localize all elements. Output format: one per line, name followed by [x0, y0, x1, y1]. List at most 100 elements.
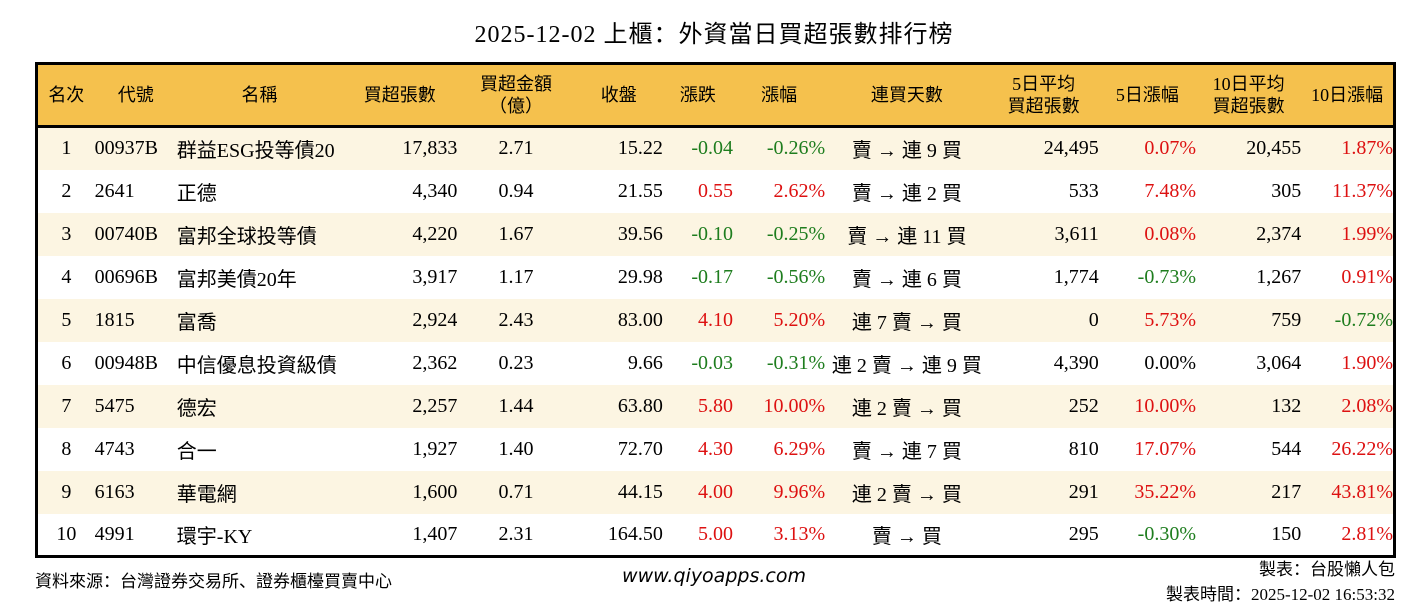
cell-net_buy: 3,917: [412, 265, 458, 288]
cell-name: 正德: [176, 182, 217, 205]
cell-streak: 連 2 賣 → 買: [851, 397, 962, 420]
col-header-name: 名稱: [176, 63, 343, 128]
cell-pct10: 11.37%: [1332, 179, 1393, 202]
col-header-pct10: 10日漲幅: [1301, 63, 1395, 128]
cell-streak: 連 2 賣 → 連 9 買: [831, 354, 982, 377]
cell-avg5: 810: [1068, 437, 1099, 460]
cell-avg10: 305: [1271, 179, 1302, 202]
cell-change: 5.00: [697, 522, 733, 545]
cell-close: 44.15: [617, 480, 663, 503]
table-row: 4 00696B 富邦美債20年 3,917 1.17 29.98 -0.17 -0.56% 賣…: [36, 255, 1395, 299]
cell-rank: 3: [61, 222, 72, 245]
cell-avg10: 2,374: [1256, 222, 1302, 245]
cell-avg5: 533: [1068, 179, 1099, 202]
cell-name: 德宏: [176, 397, 217, 420]
cell-avg10: 217: [1271, 480, 1302, 503]
cell-close: 29.98: [617, 265, 663, 288]
table-row: 3 00740B 富邦全球投等債 4,220 1.67 39.56 -0.10 -0.25% 賣…: [36, 212, 1395, 256]
col-header-change_pct: 漲幅: [732, 63, 826, 128]
cell-change: 0.55: [697, 179, 733, 202]
cell-close: 21.55: [617, 179, 663, 202]
cell-change_pct: 5.20%: [773, 308, 826, 331]
cell-net_buy: 1,927: [412, 437, 458, 460]
footer-website: www.qiyoapps.com: [622, 565, 806, 587]
cell-avg5: 1,774: [1053, 265, 1099, 288]
cell-net_buy: 2,362: [412, 351, 458, 374]
cell-net_buy: 2,924: [412, 308, 458, 331]
cell-close: 39.56: [617, 222, 663, 245]
footer-credits: 製表：台股懶人包 製表時間：2025-12-02 16:53:32: [1166, 558, 1395, 607]
cell-code: 2641: [94, 179, 135, 202]
cell-rank: 9: [61, 480, 72, 503]
cell-amount: 0.94: [498, 179, 534, 202]
cell-amount: 2.71: [498, 137, 534, 160]
cell-amount: 1.44: [498, 394, 534, 417]
cell-change_pct: 6.29%: [773, 437, 826, 460]
cell-change_pct: 10.00%: [763, 394, 826, 417]
cell-amount: 1.40: [498, 437, 534, 460]
table-row: 1 00937B 群益ESG投等債20 17,833 2.71 15.22 -0.04 -0.…: [36, 126, 1395, 170]
cell-rank: 4: [61, 265, 72, 288]
cell-pct5: 10.00%: [1134, 394, 1196, 417]
table-row: 2 2641 正德 4,340 0.94 21.55 0.55 2.62% 賣 → 連 2 買 5…: [36, 169, 1395, 213]
cell-pct5: 0.07%: [1144, 137, 1196, 160]
cell-avg5: 4,390: [1053, 351, 1099, 374]
cell-net_buy: 17,833: [402, 137, 458, 160]
cell-streak: 連 7 賣 → 買: [851, 311, 962, 334]
cell-amount: 2.43: [498, 308, 534, 331]
cell-avg5: 24,495: [1043, 137, 1099, 160]
cell-pct10: 43.81%: [1331, 480, 1393, 503]
footer-made-at: 製表時間：2025-12-02 16:53:32: [1165, 584, 1395, 604]
cell-close: 9.66: [627, 351, 663, 374]
cell-pct10: 0.91%: [1341, 265, 1393, 288]
cell-avg10: 544: [1271, 437, 1302, 460]
cell-change_pct: 9.96%: [773, 480, 826, 503]
table-header: 名次 代號 名稱 買超張數 買超金額 （億） 收盤 漲跌 漲幅 連買天數 5日平均 買超張數 5日漲…: [36, 63, 1395, 128]
cell-streak: 連 2 賣 → 買: [851, 483, 962, 506]
cell-change: -0.03: [691, 351, 733, 374]
cell-avg10: 1,267: [1256, 265, 1302, 288]
footer-data-source: 資料來源：台灣證券交易所、證券櫃檯買賣中心: [35, 572, 392, 591]
cell-rank: 1: [61, 137, 72, 160]
cell-avg5: 3,611: [1054, 222, 1099, 245]
cell-pct5: 0.08%: [1144, 222, 1196, 245]
cell-pct5: 5.73%: [1144, 308, 1196, 331]
page-title: 2025-12-02 上櫃：外資當日買超張數排行榜: [474, 22, 954, 48]
col-header-avg5: 5日平均 買超張數: [988, 63, 1099, 128]
cell-pct5: -0.30%: [1137, 522, 1196, 545]
cell-close: 72.70: [617, 437, 663, 460]
cell-pct10: 2.81%: [1341, 522, 1393, 545]
col-header-streak: 連買天數: [825, 63, 989, 128]
col-header-net_buy: 買超張數: [342, 63, 458, 128]
header-row: 名次 代號 名稱 買超張數 買超金額 （億） 收盤 漲跌 漲幅 連買天數 5日平均 買超張數 5日漲…: [36, 63, 1395, 128]
table-row: 5 1815 富喬 2,924 2.43 83.00 4.10 5.20% 連 7 賣 → 買 0…: [36, 298, 1395, 342]
cell-avg5: 0: [1088, 308, 1099, 331]
cell-change: 4.00: [697, 480, 733, 503]
cell-name: 群益ESG投等債20: [176, 140, 335, 163]
cell-streak: 賣 → 連 6 買: [851, 268, 962, 291]
cell-amount: 1.67: [498, 222, 534, 245]
table-body: 1 00937B 群益ESG投等債20 17,833 2.71 15.22 -0.04 -0.…: [36, 126, 1395, 557]
col-header-avg10: 10日平均 買超張數: [1195, 63, 1302, 128]
col-header-close: 收盤: [574, 63, 663, 128]
cell-name: 富邦美債20年: [176, 268, 297, 291]
cell-rank: 6: [61, 351, 72, 374]
cell-rank: 10: [56, 522, 77, 545]
cell-change: -0.04: [691, 137, 733, 160]
cell-avg10: 132: [1271, 394, 1302, 417]
cell-name: 環宇-KY: [176, 525, 253, 548]
cell-change_pct: 3.13%: [773, 522, 826, 545]
cell-pct5: 17.07%: [1134, 437, 1196, 460]
cell-code: 4743: [94, 437, 135, 460]
cell-pct5: -0.73%: [1137, 265, 1196, 288]
col-header-amount: 買超金額 （億）: [457, 63, 575, 128]
cell-rank: 2: [61, 179, 72, 202]
cell-pct10: 2.08%: [1341, 394, 1393, 417]
cell-amount: 0.23: [498, 351, 534, 374]
cell-change: -0.17: [691, 265, 733, 288]
cell-code: 5475: [94, 394, 135, 417]
cell-change_pct: 2.62%: [773, 179, 826, 202]
cell-streak: 賣 → 買: [871, 525, 942, 548]
cell-change_pct: -0.25%: [766, 222, 826, 245]
cell-amount: 2.31: [498, 522, 534, 545]
